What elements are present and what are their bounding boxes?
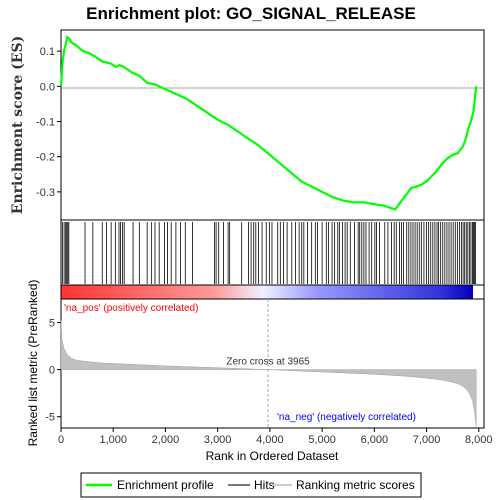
x-tick-label: 7,000: [413, 434, 441, 446]
es-y-tick-label: -0.3: [36, 187, 55, 199]
x-tick-label: 0: [58, 434, 64, 446]
enrichment-profile-line: [59, 34, 478, 211]
x-tick-label: 5,000: [308, 434, 336, 446]
metric-y-ticks: 5 0 -5: [45, 318, 61, 424]
ranking-metric-area: [60, 320, 477, 427]
es-plot-frame: [60, 29, 485, 221]
zero-cross-label: Zero cross at 3965: [226, 357, 310, 368]
es-y-tick-label: 0.1: [40, 46, 55, 58]
x-tick-label: 2,000: [152, 434, 180, 446]
es-y-tick-label: -0.2: [36, 152, 55, 164]
es-panel: 0.1 0.0 -0.1 -0.2 -0.3 Enrichment score (ES): [10, 29, 485, 221]
chart-title: Enrichment plot: GO_SIGNAL_RELEASE: [86, 4, 416, 23]
positive-correlation-label: 'na_pos' (positively correlated): [64, 303, 198, 314]
metric-panel: Zero cross at 3965 'na_pos' (positively …: [26, 280, 485, 447]
es-y-ticks: 0.1 0.0 -0.1 -0.2 -0.3: [36, 46, 61, 199]
x-axis-ticks: 0 1,000 2,000 3,000 4,000 5,000 6,000 7,000 8,00…: [58, 428, 493, 446]
hit-lines: [62, 222, 477, 284]
hits-panel: [60, 219, 485, 286]
metric-y-tick-label: -5: [45, 412, 55, 424]
legend-hits-label: Hits: [254, 478, 275, 492]
legend-metric-label: Ranking metric scores: [296, 478, 415, 492]
x-tick-label: 3,000: [204, 434, 232, 446]
es-y-axis-label: Enrichment score (ES): [10, 36, 26, 214]
legend: Enrichment profile Hits Ranking metric s…: [80, 472, 422, 498]
x-tick-label: 6,000: [361, 434, 389, 446]
metric-y-axis-label: Ranked list metric (PreRanked): [26, 280, 40, 447]
es-y-tick-label: -0.1: [36, 116, 55, 128]
x-axis-label: Rank in Ordered Dataset: [206, 449, 339, 463]
negative-correlation-label: 'na_neg' (negatively correlated): [277, 412, 416, 423]
metric-y-tick-label: 5: [49, 318, 55, 330]
legend-enrichment-label: Enrichment profile: [117, 478, 214, 492]
x-tick-label: 1,000: [99, 434, 127, 446]
rank-color-bar: [61, 285, 473, 299]
es-y-tick-label: 0.0: [40, 81, 55, 93]
metric-y-tick-label: 0: [49, 365, 55, 377]
x-tick-label: 8,000: [465, 434, 493, 446]
legend-box: [80, 472, 422, 498]
x-tick-label: 4,000: [256, 434, 284, 446]
